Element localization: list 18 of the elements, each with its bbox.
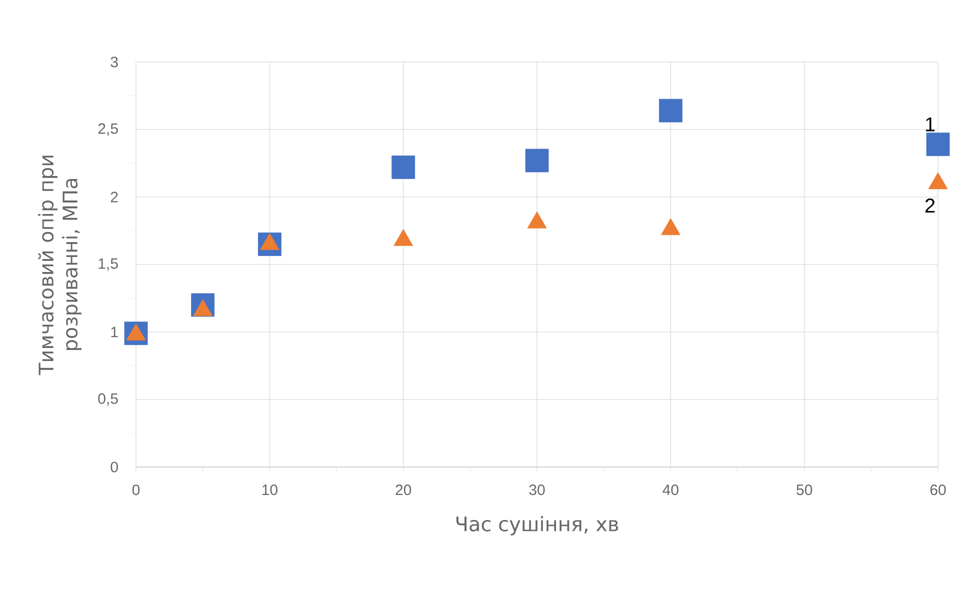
- x-tick-label: 20: [396, 484, 412, 496]
- y-tick-label: 0,5: [98, 393, 118, 406]
- y-tick-label: 0: [110, 462, 118, 472]
- x-tick-label: 10: [262, 484, 278, 496]
- x-tick-label: 0: [132, 484, 140, 496]
- y-tick-label: 2,5: [98, 123, 118, 136]
- series-label: 1: [926, 117, 935, 132]
- x-tick-label: 60: [930, 484, 946, 496]
- y-tick-label: 1,5: [98, 258, 118, 271]
- x-tick-label: 40: [662, 484, 678, 496]
- y-tick-label: 2: [110, 192, 118, 202]
- x-tick-label: 50: [796, 484, 812, 496]
- y-tick-label: 1: [111, 326, 118, 338]
- x-tick-label: 30: [529, 484, 545, 496]
- y-tick-label: 3: [110, 56, 118, 68]
- y-axis-title: Тимчасовий опір при розриванні, МПа: [38, 156, 82, 376]
- x-axis-title: Час сушіння, хв: [456, 516, 618, 536]
- series-label: 2: [925, 198, 935, 212]
